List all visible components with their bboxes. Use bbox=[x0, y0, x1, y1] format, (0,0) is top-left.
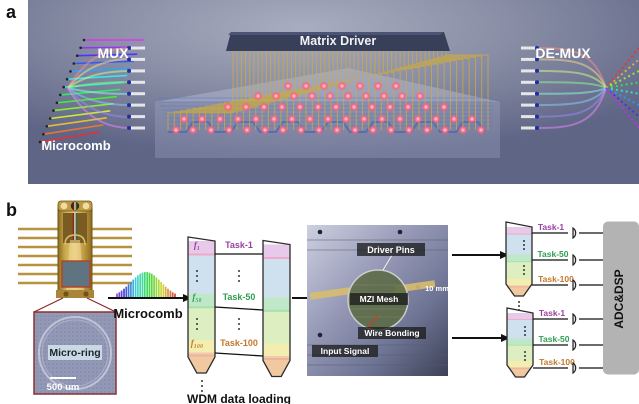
svg-text:f₅₀: f₅₀ bbox=[192, 292, 201, 302]
svg-text:Microcomb: Microcomb bbox=[113, 306, 182, 321]
svg-text:Task-50: Task-50 bbox=[537, 249, 568, 259]
svg-text:Task-100: Task-100 bbox=[538, 274, 574, 284]
svg-text:500 um: 500 um bbox=[47, 382, 80, 393]
svg-text:Task-50: Task-50 bbox=[538, 334, 569, 344]
svg-text:10 mm: 10 mm bbox=[425, 284, 449, 293]
svg-text:ADC&DSP: ADC&DSP bbox=[612, 269, 626, 328]
svg-text:Microcomb: Microcomb bbox=[41, 138, 110, 153]
svg-text:DE-MUX: DE-MUX bbox=[535, 45, 591, 61]
svg-text:Task-1: Task-1 bbox=[539, 308, 566, 318]
svg-text:Micro-ring: Micro-ring bbox=[49, 347, 100, 359]
svg-text:Input Signal: Input Signal bbox=[321, 346, 370, 356]
svg-text:f₁₀₀: f₁₀₀ bbox=[191, 338, 203, 348]
svg-text:Task-1: Task-1 bbox=[225, 240, 253, 250]
svg-text:Task-100: Task-100 bbox=[220, 338, 258, 348]
svg-text:MZI Mesh: MZI Mesh bbox=[360, 294, 399, 304]
svg-text:WDM data loading: WDM data loading bbox=[187, 392, 291, 404]
svg-text:Driver Pins: Driver Pins bbox=[367, 245, 415, 255]
svg-text:f₁: f₁ bbox=[194, 240, 200, 250]
svg-text:Matrix Driver: Matrix Driver bbox=[300, 34, 377, 48]
svg-text:MUX: MUX bbox=[97, 45, 129, 61]
svg-text:Task-50: Task-50 bbox=[223, 292, 256, 302]
svg-text:Wire Bonding: Wire Bonding bbox=[364, 328, 419, 338]
svg-text:Task-100: Task-100 bbox=[539, 357, 575, 367]
svg-text:Task-1: Task-1 bbox=[538, 222, 565, 232]
